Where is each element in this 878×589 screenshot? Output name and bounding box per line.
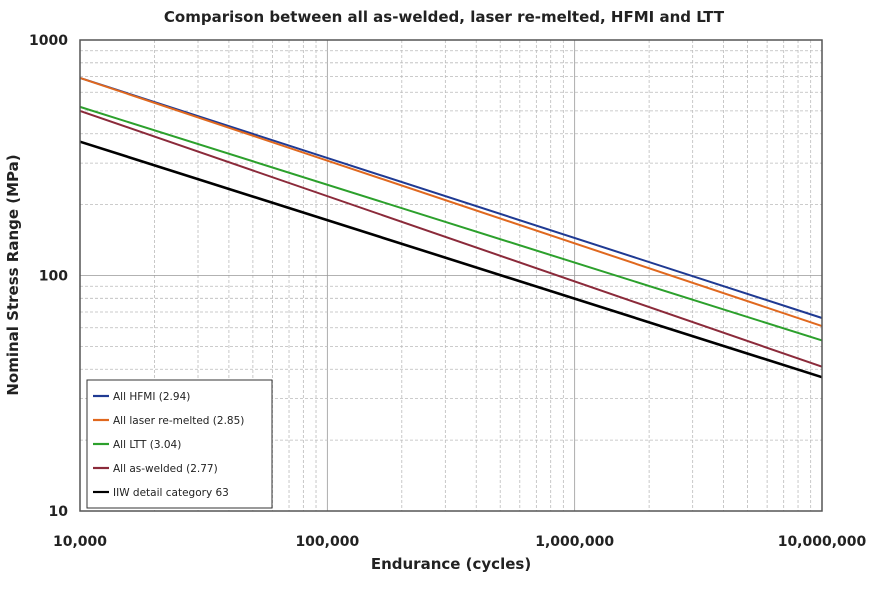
legend-entry: All as-welded (2.77) (113, 463, 218, 475)
legend-entry: All laser re-melted (2.85) (113, 415, 244, 427)
x-tick-label: 10,000 (53, 534, 107, 550)
y-axis-label: Nominal Stress Range (MPa) (4, 154, 22, 395)
legend-entry: All HFMI (2.94) (113, 391, 190, 403)
series-line-1 (79, 76, 823, 319)
x-tick-labels: 10,000 100,000 1,000,000 10,000,000 (53, 534, 867, 550)
legend: All HFMI (2.94) All laser re-melted (2.85… (86, 379, 273, 509)
grid (79, 40, 822, 512)
series-line-5 (79, 140, 823, 379)
series-line-2 (79, 77, 823, 328)
legend-box (86, 379, 273, 509)
series-group (79, 76, 823, 379)
legend-entry: IIW detail category 63 (113, 487, 229, 499)
plot-frame (79, 39, 823, 512)
chart-title: Comparison between all as-welded, laser … (164, 8, 725, 26)
x-tick-label: 1,000,000 (535, 534, 614, 550)
y-tick-label: 100 (39, 269, 68, 285)
series-line-3 (79, 105, 823, 342)
x-tick-label: 10,000,000 (778, 534, 867, 550)
series-line-4 (79, 109, 823, 368)
y-tick-label: 10 (49, 504, 69, 520)
y-tick-labels: 10 100 1000 (29, 33, 68, 520)
x-axis-label: Endurance (cycles) (371, 555, 531, 573)
x-tick-label: 100,000 (295, 534, 359, 550)
legend-entry: All LTT (3.04) (113, 439, 181, 451)
y-tick-label: 1000 (29, 33, 68, 49)
